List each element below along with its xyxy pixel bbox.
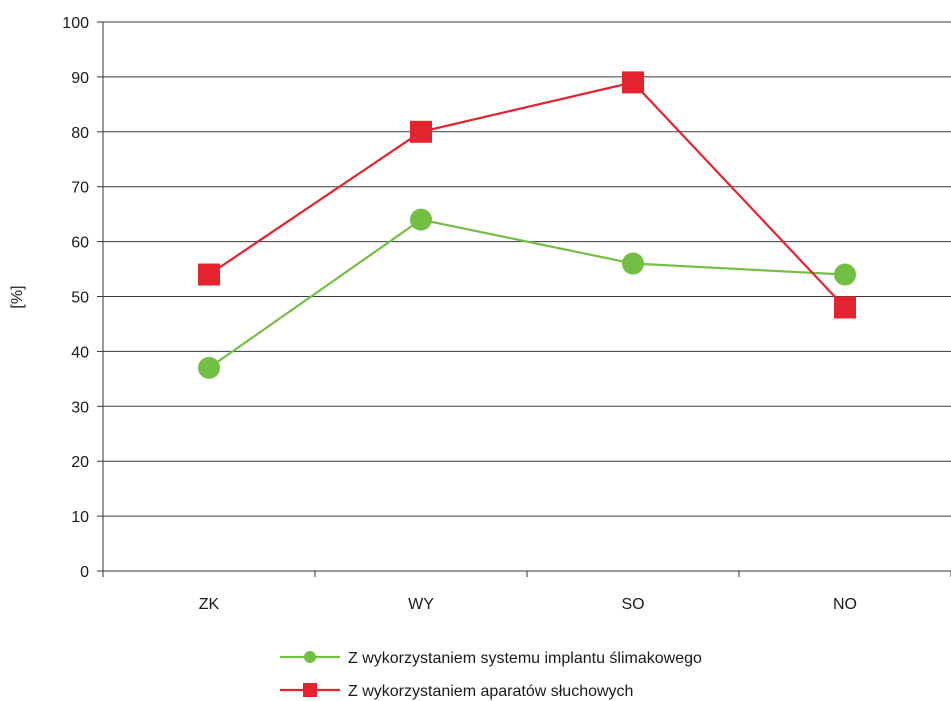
legend-label-1: Z wykorzystaniem systemu implantu ślimak… [348,650,702,667]
x-axis-ticks: ZK WY SO NO [102,571,951,613]
legend-label-2: Z wykorzystaniem aparatów słuchowych [348,683,633,700]
legend-marker-1 [304,651,316,663]
x-tick-label-so: SO [621,596,644,613]
y-tick-label-70: 70 [71,180,89,197]
series-1-point-so [622,252,644,275]
y-axis-label: [%] [9,285,26,308]
series-layer [198,71,856,379]
y-axis-ticks: 0 10 20 30 40 50 60 70 80 90 100 [62,15,103,581]
series-1-point-no [834,263,856,286]
series-2-point-so [622,71,644,94]
y-tick-label-0: 0 [80,564,89,581]
series-2-point-no [834,296,856,319]
x-tick-label-no: NO [833,596,857,613]
series-2-point-zk [198,263,220,286]
y-tick-label-100: 100 [62,15,89,32]
gridlines [103,21,951,517]
y-tick-label-40: 40 [71,344,89,361]
x-tick-label-wy: WY [408,596,434,613]
y-tick-label-90: 90 [71,70,89,87]
series-1-point-wy [410,208,432,231]
y-tick-label-30: 30 [71,399,89,416]
y-tick-label-60: 60 [71,235,89,252]
series-2-point-wy [410,120,432,143]
legend: Z wykorzystaniem systemu implantu ślimak… [280,650,702,700]
legend-marker-2 [303,683,317,697]
y-tick-label-50: 50 [71,290,89,307]
series-1-point-zk [198,356,220,379]
y-tick-label-20: 20 [71,454,89,471]
series-line-1 [208,218,846,369]
series-line-2 [208,81,846,309]
y-tick-label-10: 10 [71,509,89,526]
y-tick-label-80: 80 [71,125,89,142]
x-tick-label-zk: ZK [199,596,220,613]
